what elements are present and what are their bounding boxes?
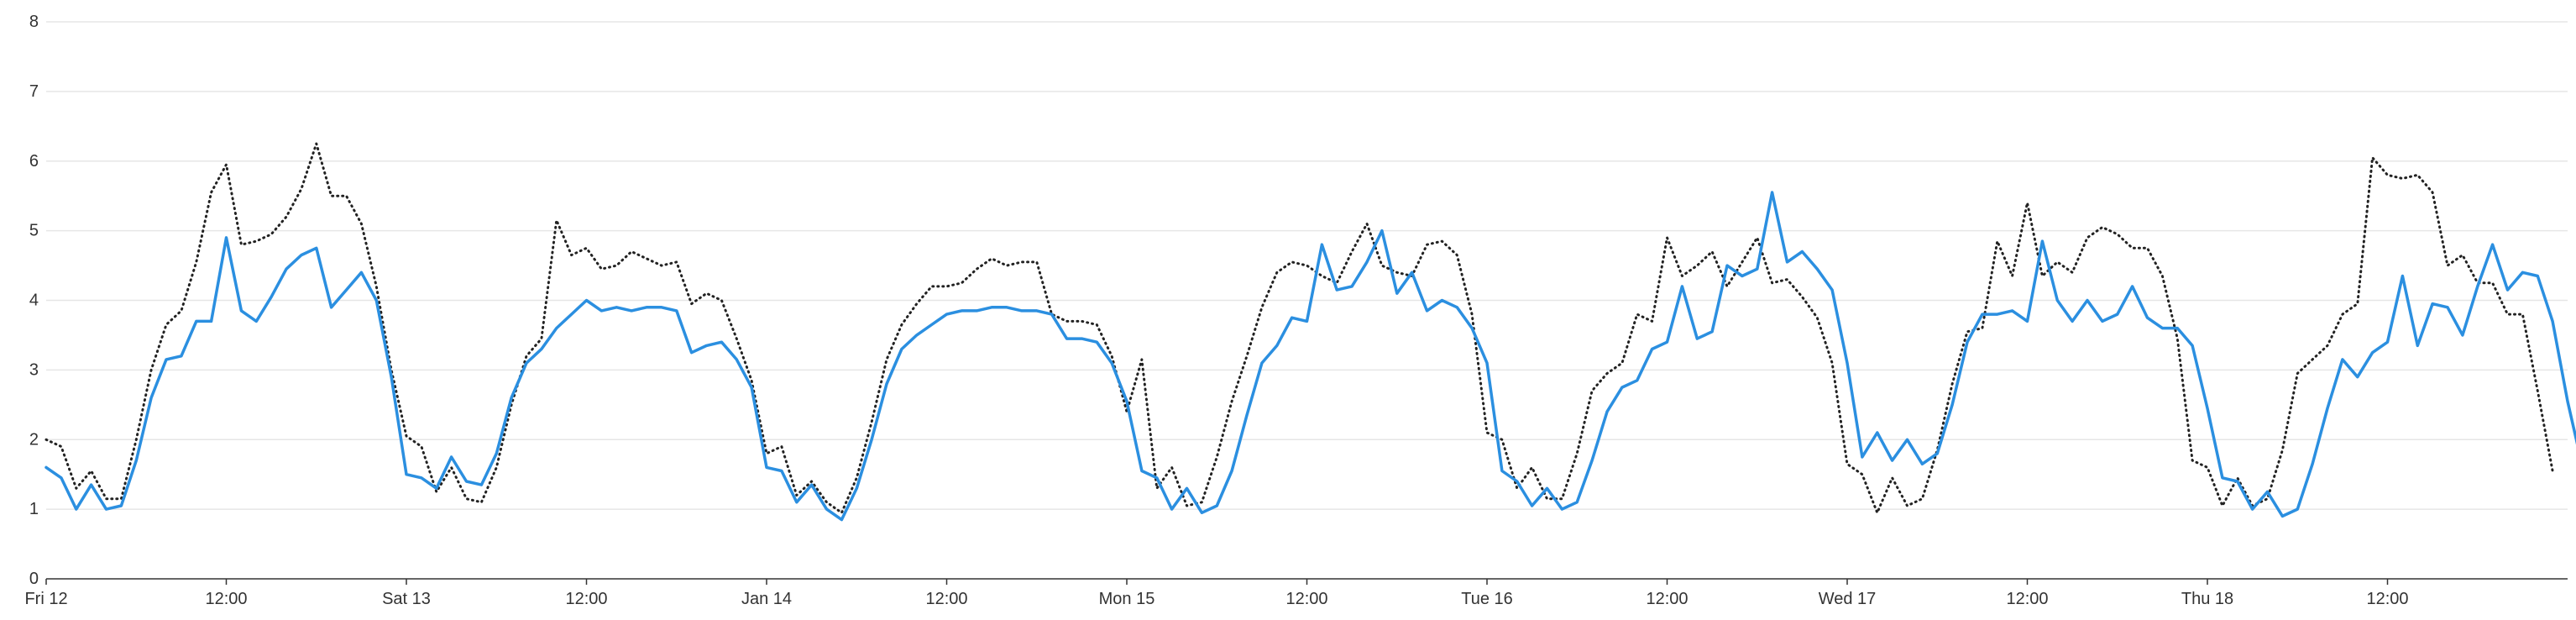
x-tick-label: Fri 12 — [24, 590, 67, 608]
x-tick-label: 12:00 — [1646, 590, 1688, 608]
x-tick-label: Sat 13 — [382, 590, 431, 608]
x-tick-label: Wed 17 — [1819, 590, 1877, 608]
y-tick-label: 3 — [29, 360, 39, 379]
y-tick-label: 8 — [29, 13, 39, 31]
x-tick-label: 12:00 — [565, 590, 607, 608]
y-tick-label: 2 — [29, 430, 39, 449]
y-tick-label: 4 — [29, 292, 39, 310]
x-axis-ticks: Fri 12 12:00 Sat 13 12:00 Jan 14 12:00 Mon 15 1… — [24, 579, 2409, 608]
gridlines — [46, 21, 2568, 510]
y-tick-label: 6 — [29, 152, 39, 171]
x-tick-label: 12:00 — [925, 590, 967, 608]
x-tick-label: 12:00 — [2006, 590, 2048, 608]
y-tick-label: 0 — [29, 570, 39, 588]
x-tick-label: Thu 18 — [2181, 590, 2233, 608]
x-tick-label: Jan 14 — [741, 590, 792, 608]
series-line-dotted — [45, 142, 2554, 514]
x-tick-label: Tue 16 — [1461, 590, 1513, 608]
x-tick-label: 12:00 — [205, 590, 247, 608]
y-axis-ticks: 0 1 2 3 4 5 6 7 8 — [29, 13, 39, 588]
series-layer — [45, 142, 2576, 522]
x-tick-label: Mon 15 — [1099, 590, 1155, 608]
y-tick-label: 1 — [29, 500, 39, 518]
x-tick-label: 12:00 — [2366, 590, 2408, 608]
series-line-solid — [45, 191, 2576, 522]
y-tick-label: 5 — [29, 222, 39, 240]
y-tick-label: 7 — [29, 82, 39, 101]
x-tick-label: 12:00 — [1285, 590, 1327, 608]
